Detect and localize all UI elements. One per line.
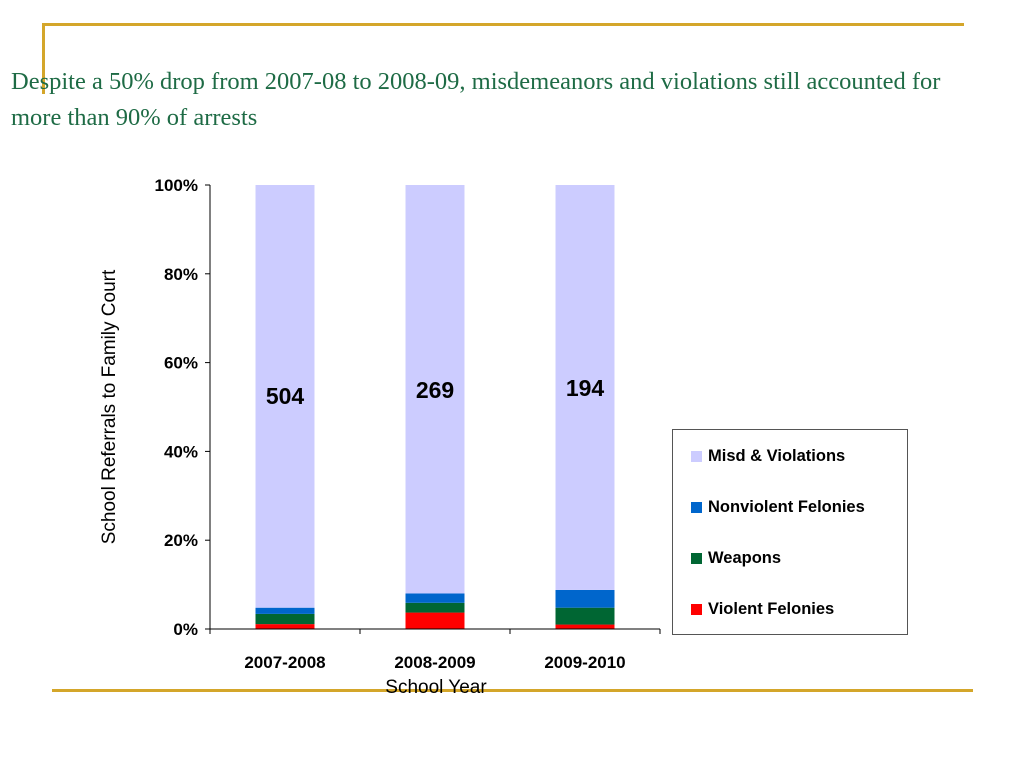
bar-segment-weapons-2007-2008 <box>255 613 315 625</box>
bar-segment-violent-felonies-2007-2008 <box>255 624 315 629</box>
bar-segment-misd-violations-2007-2008 <box>255 185 315 608</box>
legend-swatch-violent <box>691 604 702 615</box>
bar-segment-nonviolent-felonies-2008-2009 <box>405 593 465 603</box>
bar-segment-violent-felonies-2008-2009 <box>405 612 465 629</box>
bar-total-label: 504 <box>266 383 305 409</box>
legend-label-weapons: Weapons <box>708 549 782 567</box>
bar-segment-weapons-2009-2010 <box>555 607 615 625</box>
accent-line-bottom <box>52 689 973 692</box>
x-tick-label: 2009-2010 <box>544 653 625 672</box>
y-tick-label: 100% <box>155 176 198 195</box>
bar-segment-misd-violations-2009-2010 <box>555 185 615 590</box>
x-axis-title: School Year <box>385 677 487 698</box>
y-tick-label: 60% <box>164 354 198 373</box>
x-tick-label: 2007-2008 <box>244 653 325 672</box>
legend-swatch-weapons <box>691 553 702 564</box>
chart-legend: Misd & Violations Nonviolent Felonies We… <box>672 429 908 635</box>
bar-total-label: 194 <box>566 375 605 401</box>
legend-item-violent: Violent Felonies <box>691 600 834 619</box>
legend-swatch-misd <box>691 451 702 462</box>
accent-line-left <box>42 23 45 94</box>
y-tick-label: 80% <box>164 265 198 284</box>
bar-total-label: 269 <box>416 377 454 403</box>
bar-segment-nonviolent-felonies-2009-2010 <box>555 589 615 608</box>
y-tick-label: 40% <box>164 442 198 461</box>
y-tick-label: 0% <box>173 620 198 639</box>
axes-group: 2007-2008 2008-2009 2009-2010 0% 20% 40% 60% 80… <box>155 176 661 672</box>
bar-segment-weapons-2008-2009 <box>405 602 465 613</box>
y-axis-title: School Referrals to Family Court <box>99 269 120 544</box>
legend-swatch-nonviolent <box>691 502 702 513</box>
legend-item-misd: Misd & Violations <box>691 447 845 466</box>
legend-item-weapons: Weapons <box>691 549 781 568</box>
legend-item-nonviolent: Nonviolent Felonies <box>691 498 865 517</box>
legend-label-violent: Violent Felonies <box>708 600 835 618</box>
bar-segment-misd-violations-2008-2009 <box>405 185 465 594</box>
slide-title: Despite a 50% drop from 2007-08 to 2008-… <box>11 68 941 131</box>
legend-label-misd: Misd & Violations <box>708 447 846 465</box>
bar-segment-nonviolent-felonies-2007-2008 <box>255 607 315 614</box>
bar-segment-violent-felonies-2009-2010 <box>555 624 615 629</box>
y-tick-label: 20% <box>164 531 198 550</box>
accent-line-top <box>42 23 964 26</box>
x-tick-label: 2008-2009 <box>394 653 475 672</box>
legend-label-nonviolent: Nonviolent Felonies <box>708 498 865 516</box>
bars-group: 504 269 194 <box>255 185 615 629</box>
